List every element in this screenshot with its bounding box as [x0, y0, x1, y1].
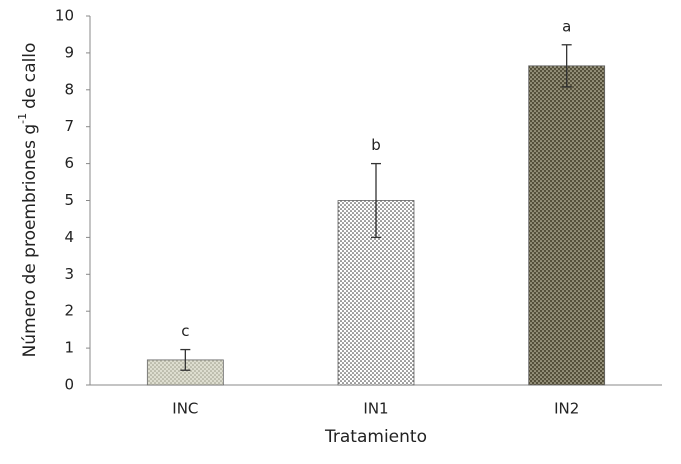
- x-axis-label: Tratamiento: [324, 427, 427, 447]
- y-tick-label: 9: [64, 43, 74, 61]
- y-axis-label: Número de proembriones g-1 de callo: [16, 43, 40, 358]
- y-tick-label: 8: [64, 80, 74, 98]
- y-label-main: Número de proembriones g: [20, 124, 40, 358]
- y-tick-label: 2: [64, 302, 74, 320]
- y-tick-label: 5: [64, 191, 74, 209]
- y-tick-label: 4: [64, 228, 74, 246]
- bar: [528, 65, 606, 386]
- y-tick-label: 7: [64, 117, 74, 135]
- significance-letter: c: [181, 322, 189, 340]
- y-tick-label: 1: [64, 339, 74, 357]
- y-label-end: de callo: [20, 43, 40, 109]
- x-tick-label: IN1: [363, 400, 388, 418]
- y-label-sup: -1: [16, 113, 29, 124]
- y-tick-label: 0: [64, 376, 74, 394]
- significance-letter: b: [371, 136, 381, 154]
- y-tick-label: 10: [55, 7, 74, 25]
- significance-letter: a: [562, 17, 571, 35]
- x-tick-label: IN2: [554, 400, 579, 418]
- x-tick-label: INC: [172, 400, 198, 418]
- y-tick-label: 6: [64, 154, 74, 172]
- y-tick-label: 3: [64, 265, 74, 283]
- bar: [146, 359, 224, 386]
